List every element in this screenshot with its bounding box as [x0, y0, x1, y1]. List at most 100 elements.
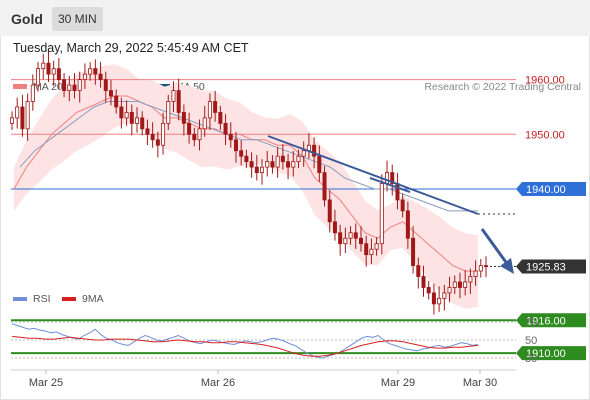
- candle: [317, 145, 322, 182]
- candle: [223, 114, 228, 145]
- chart-timestamp: Tuesday, March 29, 2022 5:45:49 AM CET: [13, 41, 249, 55]
- candle: [93, 59, 98, 85]
- candle: [275, 146, 280, 178]
- level-label-1950.00: 1950.00: [525, 129, 565, 141]
- candle: [400, 193, 405, 218]
- candle: [228, 122, 233, 148]
- candle: [437, 286, 442, 312]
- candle: [468, 268, 473, 295]
- candle: [338, 224, 343, 256]
- candle: [25, 93, 30, 141]
- candle: [150, 122, 155, 148]
- price-level-labels: 1960.00 1950.00 1940.00 1925.83 1916.00 1910.…: [516, 75, 586, 361]
- candle: [280, 144, 285, 170]
- candle: [426, 280, 431, 300]
- candle: [270, 155, 275, 174]
- level-label-1925.83: 1925.83: [526, 262, 566, 274]
- x-axis: Mar 25 Mar 26 Mar 29 Mar 30: [29, 370, 497, 389]
- rsi-legend-swatch: [13, 297, 27, 301]
- rsi-line: [11, 323, 479, 359]
- candle: [9, 111, 14, 130]
- candle: [207, 93, 212, 130]
- candle: [452, 275, 457, 295]
- rsi-tick-30: 30: [525, 353, 537, 365]
- candle: [124, 100, 129, 126]
- candle: [155, 131, 160, 158]
- candle: [213, 90, 218, 122]
- candle: [41, 53, 46, 80]
- bollinger-band-area: [14, 64, 478, 309]
- candle: [431, 283, 436, 315]
- candle: [77, 71, 82, 103]
- candle: [171, 81, 176, 113]
- level-tag-1916.00: 1916.00: [516, 313, 586, 328]
- header-bar: Gold 30 MIN: [0, 0, 590, 36]
- candle: [202, 105, 207, 137]
- candle: [379, 174, 384, 255]
- candle: [332, 209, 337, 241]
- credit-text: Research © 2022 Trading Central: [424, 81, 581, 93]
- candle: [416, 257, 421, 289]
- candle: [140, 111, 145, 136]
- trend-line-inner: [369, 177, 411, 193]
- candle: [254, 155, 259, 181]
- candle: [343, 227, 348, 253]
- ma20-line: [13, 95, 478, 272]
- ma20-legend-swatch: [13, 84, 27, 89]
- trend-line-upper: [267, 135, 479, 215]
- candle: [36, 62, 41, 92]
- x-tick-label: Mar 25: [29, 377, 63, 389]
- bollinger-bands: [14, 64, 478, 309]
- candle: [51, 60, 56, 87]
- candle: [20, 94, 25, 137]
- candle: [260, 159, 265, 185]
- candle: [463, 269, 468, 296]
- rsi-legend-label: RSI: [33, 293, 51, 305]
- candle: [30, 74, 35, 111]
- rsi-ma-legend-label: 9MA: [82, 293, 104, 305]
- candle: [483, 256, 488, 278]
- candle: [447, 276, 452, 303]
- rsi-ma-line: [11, 335, 479, 357]
- candle: [291, 150, 296, 177]
- candle: [56, 57, 61, 89]
- candle: [161, 112, 166, 155]
- x-tick-label: Mar 26: [201, 377, 235, 389]
- candle: [265, 150, 270, 177]
- candle: [327, 190, 332, 233]
- candle: [46, 51, 51, 83]
- timeframe-badge[interactable]: 30 MIN: [52, 7, 103, 31]
- candle: [119, 97, 124, 129]
- candle: [249, 152, 254, 178]
- candle: [82, 63, 87, 89]
- candle: [385, 160, 390, 192]
- candle: [192, 127, 197, 147]
- rsi-ma-legend-swatch: [62, 297, 76, 301]
- candlesticks: [9, 51, 488, 315]
- target-arrow-shaft: [480, 228, 510, 266]
- candle: [374, 237, 379, 256]
- candle: [103, 71, 108, 103]
- candle: [286, 153, 291, 180]
- candle: [358, 226, 363, 252]
- candle: [98, 62, 103, 88]
- candle: [353, 223, 358, 249]
- candle: [135, 107, 140, 133]
- candle: [15, 97, 20, 129]
- candle: [478, 259, 483, 278]
- instrument-title: Gold: [11, 11, 43, 27]
- candle: [421, 265, 426, 297]
- level-tag-1940.00: 1940.00: [516, 182, 586, 196]
- level-label-1916.00: 1916.00: [526, 315, 566, 327]
- candle: [442, 284, 447, 311]
- candle: [364, 235, 369, 267]
- candle: [369, 238, 374, 264]
- candle: [405, 201, 410, 249]
- candle: [114, 89, 119, 114]
- level-label-1910.00: 1910.00: [526, 348, 566, 360]
- candle: [176, 78, 181, 121]
- level-tag-1925.83: 1925.83: [516, 259, 586, 274]
- candle: [72, 73, 77, 99]
- candle: [88, 62, 93, 81]
- candle: [218, 105, 223, 130]
